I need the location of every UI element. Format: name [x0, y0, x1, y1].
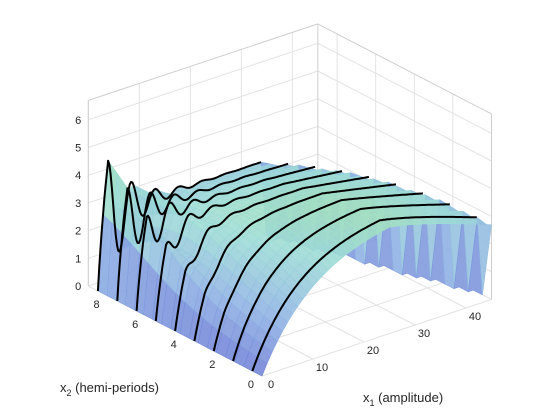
x-tick-label: 20	[367, 345, 379, 357]
floor-grid-y	[261, 299, 492, 377]
slice-curve	[174, 175, 370, 332]
z-tick-label: 2	[75, 226, 81, 238]
slice-curve	[154, 170, 343, 322]
x-tick-label: 40	[469, 311, 481, 323]
x-tick-label: 10	[316, 362, 328, 374]
x-tick-label: 30	[418, 328, 430, 340]
axes-box-edge	[88, 23, 318, 101]
y-tick-label: 0	[248, 379, 254, 391]
y-tick-label: 6	[132, 319, 138, 331]
wall-grid-z	[88, 98, 318, 176]
y-axis-label: x2 (hemi-periods)	[60, 380, 159, 398]
wall-grid-z	[88, 70, 318, 148]
x-axis-label: x1 (amplitude)	[363, 390, 443, 408]
z-tick-label: 0	[75, 281, 81, 293]
slice-curve	[116, 162, 289, 302]
slice-curve	[212, 192, 423, 352]
surface-mesh	[97, 159, 492, 377]
slice-curve	[193, 183, 397, 342]
slice-curve	[251, 215, 477, 372]
z-tick-label: 6	[75, 115, 81, 127]
y-tick-label: 2	[209, 359, 215, 371]
slice-curve	[135, 165, 316, 312]
wall-grid-z	[317, 70, 492, 162]
y-tick-label: 8	[93, 299, 99, 311]
slice-curves	[96, 159, 477, 372]
axes-box-edge	[317, 23, 492, 115]
slice-curve	[232, 203, 450, 362]
x-tick-label: 0	[268, 379, 274, 391]
wall-grid-z	[317, 42, 492, 134]
z-tick-label: 4	[75, 170, 81, 182]
wall-grid-z	[317, 125, 492, 217]
wall-grid-z	[88, 42, 318, 121]
z-tick-label: 5	[75, 143, 81, 155]
z-tick-label: 3	[75, 198, 81, 210]
wall-grid-z	[317, 98, 492, 190]
y-tick-label: 4	[171, 339, 177, 351]
z-tick-label: 1	[75, 253, 81, 265]
surface-patch	[476, 217, 492, 295]
